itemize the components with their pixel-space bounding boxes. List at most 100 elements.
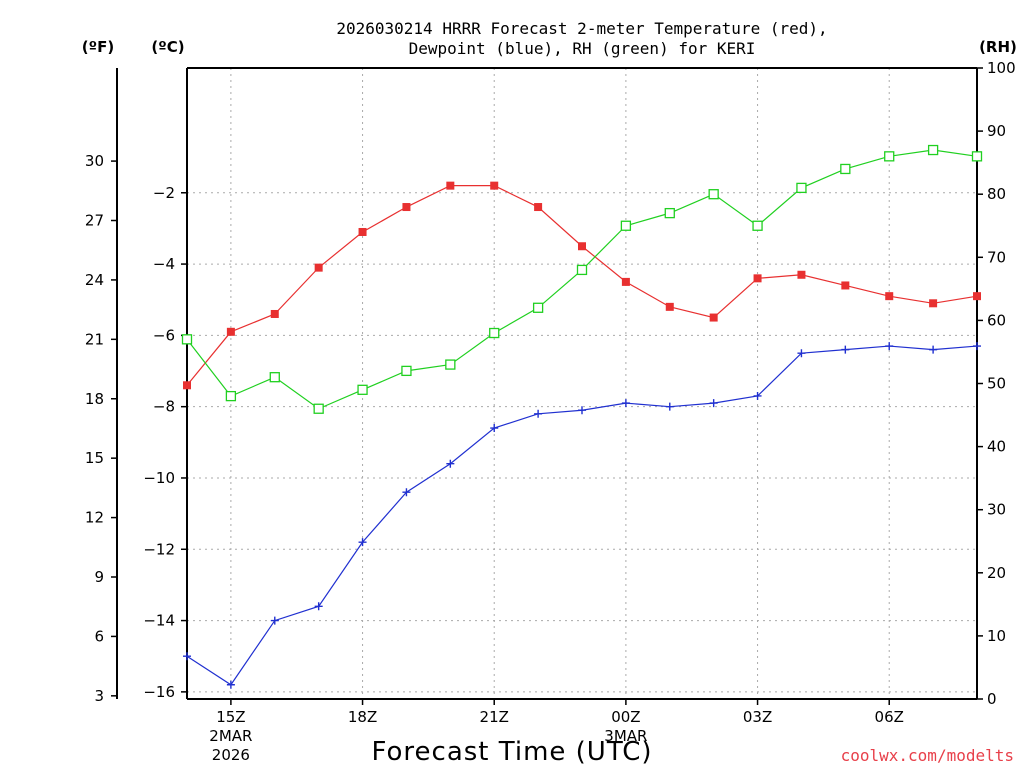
rh-point [313,403,324,414]
x-tick-label: 18Z [348,708,377,726]
dewpoint-point [578,406,586,415]
dewpoint-point [929,345,938,354]
x-tick-date: 3MAR [604,727,647,745]
rh-point [269,372,280,383]
rh-series [181,144,983,414]
grid-lines [187,68,977,699]
temperature-point [841,281,850,290]
temperature-point [973,292,981,301]
dewpoint-point [841,345,850,354]
data-series [181,144,983,689]
fahrenheit-tick-label: 15 [85,449,104,467]
rh-point [971,151,983,162]
dewpoint-point [753,391,762,400]
temperature-point [578,242,586,251]
dewpoint-point [973,342,981,351]
temperature-point [929,299,938,308]
fahrenheit-tick-label: 3 [94,687,104,705]
dewpoint-point [402,488,411,497]
dewpoint-point [621,399,630,408]
rh-point [620,220,632,231]
source-credit: coolwx.com/modelts [841,746,1014,765]
celsius-tick-label: −8 [153,398,175,416]
dewpoint-point [665,402,674,411]
x-tick-label: 03Z [743,708,772,726]
fahrenheit-tick-label: 27 [85,212,104,230]
fahrenheit-tick-label: 30 [85,152,104,170]
temperature-point [226,327,235,336]
dewpoint-point [797,349,806,358]
rh-tick-label: 40 [987,438,1006,456]
rh-point [664,207,675,219]
dewpoint-point [709,399,718,408]
temperature-point [183,381,191,390]
rh-tick-label: 30 [987,501,1006,519]
rh-point [181,334,193,345]
dewpoint-point [446,459,455,468]
celsius-tick-label: −6 [153,326,175,344]
temperature-point [490,181,499,190]
dewpoint-point [885,342,894,351]
celsius-tick-label: −4 [153,255,175,273]
x-tick-label: 00Z [611,708,640,726]
rh-point [445,359,456,370]
temperature-point [621,277,630,286]
fahrenheit-tick-label: 6 [94,627,104,645]
temperature-point [665,302,674,311]
temperature-point [358,227,367,236]
dewpoint-point [358,538,367,547]
temperature-point [314,263,323,272]
temperature-point [709,313,718,322]
temperature-point [534,203,543,212]
celsius-tick-label: −16 [143,683,175,701]
temperature-series [183,181,981,390]
fahrenheit-tick-label: 9 [94,568,104,586]
rh-tick-label: 50 [987,375,1006,393]
celsius-tick-label: −12 [143,540,175,558]
dewpoint-line [186,345,978,686]
fahrenheit-tick-label: 12 [85,509,104,527]
x-axis-label: Forecast Time (UTC) [371,737,652,767]
chart-title-line-1: 2026030214 HRRR Forecast 2-meter Tempera… [336,19,827,38]
dewpoint-point [534,409,543,418]
temperature-point [753,274,762,283]
temperature-point [270,309,279,318]
rh-tick-label: 100 [987,59,1016,77]
axis-ticks: −16 −14 −12 −10 −8 −6 −4 −2 3 6 9 12 15 18 21 24 27 30 0 10… [85,59,1016,764]
rh-point [884,151,895,162]
temperature-point [402,203,411,212]
rh-tick-label: 80 [987,185,1006,203]
fahrenheit-tick-label: 21 [85,330,104,348]
rh-point [357,384,368,395]
rh-point [401,365,412,377]
rh-point [576,264,588,276]
rh-point [840,163,851,175]
rh-tick-label: 0 [987,690,997,708]
temperature-point [797,270,806,279]
fahrenheit-unit-label: (ºF) [82,38,114,56]
rh-tick-label: 60 [987,311,1006,329]
celsius-tick-label: −2 [153,184,175,202]
x-tick-label: 21Z [480,708,509,726]
chart-title-line-2: Dewpoint (blue), RH (green) for KERI [409,39,756,58]
rh-point [708,189,719,200]
rh-point [532,302,544,313]
temperature-line [186,185,978,386]
rh-unit-label: (RH) [979,38,1017,56]
celsius-tick-label: −10 [143,469,175,487]
x-tick-year: 2026 [212,746,250,764]
rh-point [927,144,939,156]
x-tick-date: 2MAR [209,727,252,745]
rh-line [186,149,978,410]
rh-point [752,220,763,231]
celsius-tick-label: −14 [143,612,175,630]
celsius-unit-label: (ºC) [151,38,184,56]
rh-point [796,182,807,194]
fahrenheit-tick-label: 18 [85,390,104,408]
dewpoint-point [490,424,499,433]
x-tick-label: 06Z [875,708,904,726]
rh-tick-label: 90 [987,122,1006,140]
rh-tick-label: 10 [987,627,1006,645]
temperature-point [446,181,455,190]
